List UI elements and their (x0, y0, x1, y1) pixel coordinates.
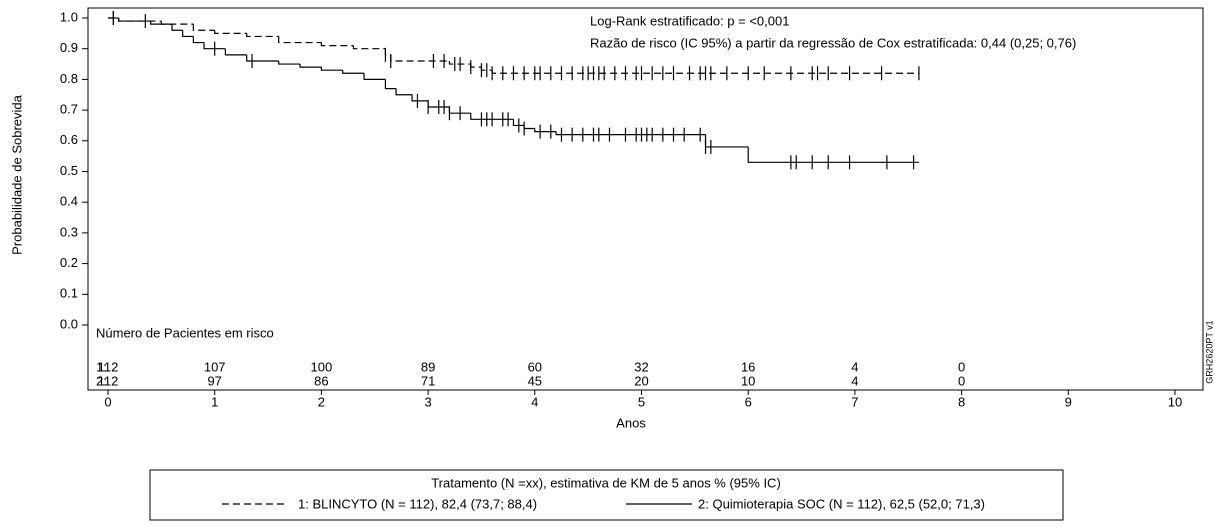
risk-count: 4 (851, 359, 858, 374)
survival-step (192, 24, 215, 31)
risk-table-title: Número de Pacientes em risco (96, 325, 274, 340)
survival-step (320, 67, 343, 71)
y-tick-label: 0.4 (60, 194, 78, 209)
survival-step (171, 24, 183, 31)
survival-step (384, 79, 397, 90)
y-tick-label: 0.9 (60, 40, 78, 55)
survival-step (523, 125, 535, 130)
survival-step (534, 128, 557, 133)
annotation: Log-Rank estratificado: p = <0,001 (590, 13, 789, 28)
survival-step (278, 60, 301, 65)
survival-step (555, 131, 706, 136)
survival-step (118, 18, 151, 22)
legend-label: 2: Quimioterapia SOC (N = 112), 62,5 (52… (698, 496, 985, 511)
survival-step (395, 88, 413, 96)
y-tick-label: 1.0 (60, 9, 78, 24)
risk-count: 20 (634, 373, 648, 388)
survival-step (512, 119, 525, 127)
survival-step (384, 48, 391, 56)
survival-step (214, 30, 247, 34)
x-tick-label: 0 (104, 394, 111, 409)
side-note: GRH2620PT v1 (1204, 320, 1214, 383)
x-tick-label: 5 (638, 394, 645, 409)
annotation: Razão de risco (IC 95%) a partir da regr… (590, 35, 1076, 50)
x-tick-label: 9 (1065, 394, 1072, 409)
risk-count: 10 (741, 373, 755, 388)
x-tick-label: 4 (531, 394, 538, 409)
survival-step (363, 73, 386, 80)
risk-count: 97 (207, 373, 221, 388)
risk-row-label: 1: (96, 359, 107, 374)
survival-step (352, 45, 386, 50)
risk-count: 32 (634, 359, 648, 374)
x-tick-label: 6 (745, 394, 752, 409)
survival-step (246, 33, 279, 38)
survival-step (390, 54, 450, 62)
risk-count: 112 (98, 359, 119, 374)
survival-step (246, 54, 279, 62)
survival-step (342, 70, 365, 74)
x-tick-label: 2 (318, 394, 325, 409)
survival-step (411, 94, 429, 102)
x-tick-label: 3 (424, 394, 431, 409)
legend-title: Tratamento (N =xx), estimativa de KM de … (431, 475, 781, 490)
y-tick-label: 0.7 (60, 102, 78, 117)
risk-count: 71 (421, 373, 435, 388)
x-axis-label: Anos (616, 415, 646, 430)
legend-label: 1: BLINCYTO (N = 112), 82,4 (73,7; 88,4) (298, 496, 537, 511)
y-tick-label: 0.5 (60, 163, 78, 178)
y-tick-label: 0.3 (60, 224, 78, 239)
survival-step (192, 36, 205, 44)
y-tick-label: 0.2 (60, 255, 78, 270)
y-tick-label: 0.0 (60, 316, 78, 331)
risk-count: 0 (958, 359, 965, 374)
survival-step (448, 60, 471, 65)
survival-step (150, 21, 173, 25)
plot-frame (87, 7, 1204, 391)
survival-step (320, 42, 354, 47)
risk-count: 89 (421, 359, 435, 374)
y-tick-label: 0.8 (60, 71, 78, 86)
risk-count: 16 (741, 359, 755, 374)
risk-count: 0 (958, 373, 965, 388)
risk-row-label: 2: (96, 373, 107, 388)
risk-count: 100 (311, 359, 333, 374)
x-tick-label: 1 (211, 394, 218, 409)
risk-count: 107 (204, 359, 226, 374)
survival-step (704, 134, 749, 148)
survival-step (278, 36, 322, 44)
risk-count: 112 (98, 373, 119, 388)
survival-step (203, 42, 226, 50)
survival-step (470, 113, 514, 120)
x-tick-label: 8 (958, 394, 965, 409)
y-tick-label: 0.1 (60, 286, 78, 301)
legend-box (149, 469, 1064, 521)
y-tick-label: 0.6 (60, 132, 78, 147)
risk-count: 86 (314, 373, 328, 388)
x-tick-label: 7 (851, 394, 858, 409)
y-axis-label: Probabilidade de Sobrevida (9, 94, 24, 254)
risk-count: 4 (851, 373, 858, 388)
survival-step (470, 64, 482, 68)
survival-step (224, 48, 247, 56)
survival-step (299, 64, 322, 68)
risk-count: 45 (528, 373, 542, 388)
survival-step (747, 146, 919, 163)
x-tick-label: 10 (1168, 394, 1182, 409)
survival-step (182, 30, 194, 38)
risk-count: 60 (528, 359, 542, 374)
